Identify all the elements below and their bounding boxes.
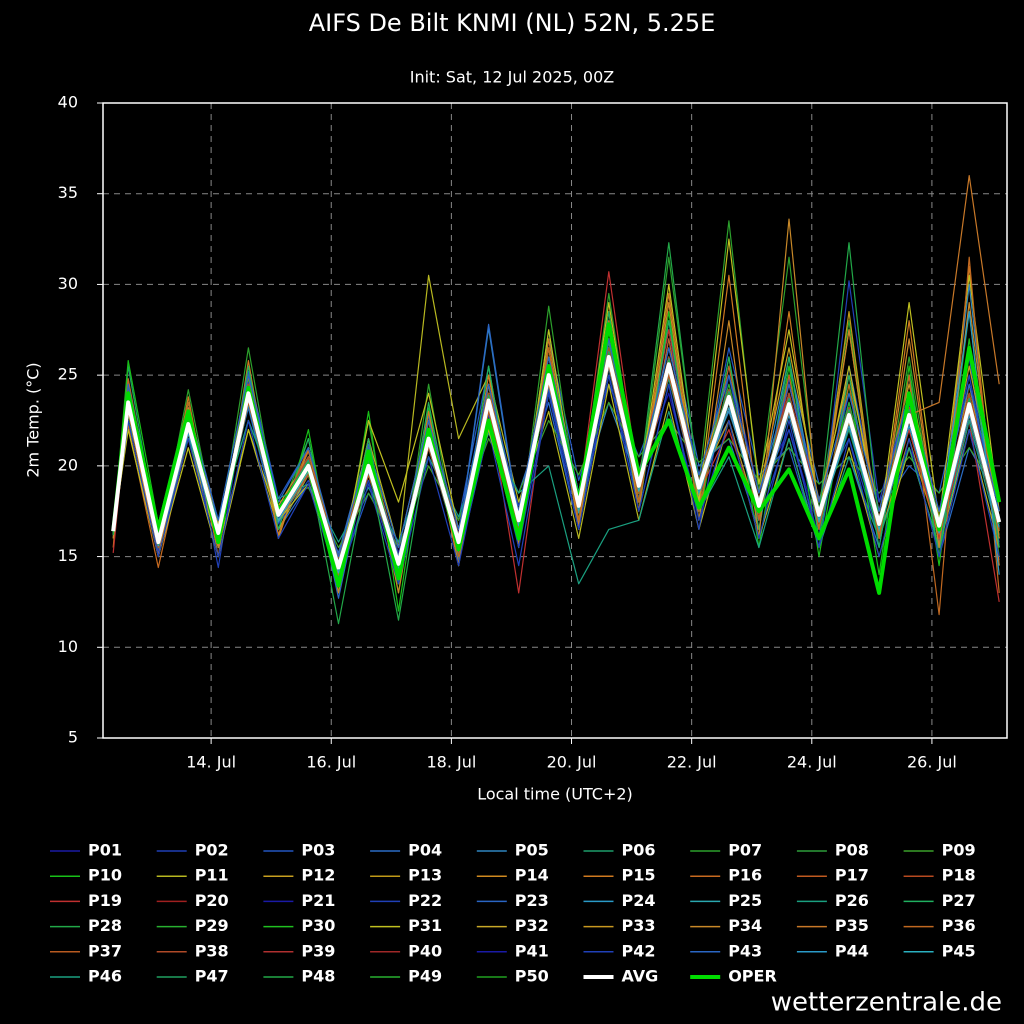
legend-label: P25 — [728, 891, 762, 910]
legend-label: P09 — [942, 841, 976, 860]
series-line — [112, 374, 1000, 585]
legend-label: P28 — [88, 916, 122, 935]
legend-label: P17 — [835, 866, 869, 885]
legend-label: P05 — [515, 841, 549, 860]
legend-label: P34 — [728, 916, 762, 935]
legend-label: P16 — [728, 866, 762, 885]
y-tick-label: 35 — [58, 183, 78, 202]
legend-label: P49 — [408, 967, 442, 986]
x-tick-label: 22. Jul — [667, 753, 717, 772]
legend-label: P33 — [622, 916, 656, 935]
chart-title: AIFS De Bilt KNMI (NL) 52N, 5.25E — [309, 9, 716, 37]
legend-label: P42 — [622, 941, 656, 960]
legend-label: P46 — [88, 967, 122, 986]
y-tick-label: 40 — [58, 93, 78, 112]
x-tick-label: 20. Jul — [547, 753, 597, 772]
legend-label: P13 — [408, 866, 442, 885]
legend-label: P04 — [408, 841, 442, 860]
legend-label: P36 — [942, 916, 976, 935]
x-tick-label: 24. Jul — [787, 753, 837, 772]
legend-label: P21 — [301, 891, 335, 910]
y-tick-label: 25 — [58, 365, 78, 384]
legend-label: AVG — [622, 967, 659, 986]
series-line — [112, 220, 1000, 594]
x-tick-label: 26. Jul — [907, 753, 957, 772]
legend-label: P39 — [301, 941, 335, 960]
legend-label: P06 — [622, 841, 656, 860]
legend-label: P35 — [835, 916, 869, 935]
y-tick-label: 5 — [68, 728, 78, 747]
series-line — [111, 322, 1002, 595]
legend-label: P03 — [301, 841, 335, 860]
y-tick-label: 10 — [58, 637, 78, 656]
legend-label: P01 — [88, 841, 122, 860]
series-line — [111, 355, 1002, 570]
x-tick-label: 16. Jul — [306, 753, 356, 772]
legend-label: P29 — [195, 916, 229, 935]
x-tick-label: 18. Jul — [426, 753, 476, 772]
legend-label: P18 — [942, 866, 976, 885]
y-axis-label: 2m Temp. (°C) — [24, 362, 43, 477]
legend-label: P15 — [622, 866, 656, 885]
legend-label: P02 — [195, 841, 229, 860]
y-tick-label: 20 — [58, 455, 78, 474]
legend-label: P12 — [301, 866, 335, 885]
legend-label: P41 — [515, 941, 549, 960]
legend-label: P26 — [835, 891, 869, 910]
legend-label: P07 — [728, 841, 762, 860]
legend-label: P45 — [942, 941, 976, 960]
legend-label: P43 — [728, 941, 762, 960]
x-axis-label: Local time (UTC+2) — [477, 785, 633, 804]
x-tick-label: 14. Jul — [186, 753, 236, 772]
legend-label: P30 — [301, 916, 335, 935]
series-line — [112, 338, 1000, 558]
legend-label: P08 — [835, 841, 869, 860]
legend-label: P24 — [622, 891, 656, 910]
chart-subtitle: Init: Sat, 12 Jul 2025, 00Z — [410, 68, 615, 87]
legend-label: P37 — [88, 941, 122, 960]
legend-label: P14 — [515, 866, 549, 885]
legend-label: P27 — [942, 891, 976, 910]
watermark: wetterzentrale.de — [771, 988, 1002, 1018]
legend-label: P23 — [515, 891, 549, 910]
legend-label: P22 — [408, 891, 442, 910]
legend-label: OPER — [728, 967, 777, 986]
legend-label: P11 — [195, 866, 229, 885]
legend-label: P50 — [515, 967, 549, 986]
legend-label: P40 — [408, 941, 442, 960]
legend-label: P48 — [301, 967, 335, 986]
y-tick-label: 15 — [58, 546, 78, 565]
legend-label: P19 — [88, 891, 122, 910]
legend-label: P38 — [195, 941, 229, 960]
legend-label: P10 — [88, 866, 122, 885]
y-tick-label: 30 — [58, 274, 78, 293]
legend-label: P47 — [195, 967, 229, 986]
series-line — [112, 238, 1000, 576]
plot-frame — [102, 102, 1008, 739]
legend-label: P20 — [195, 891, 229, 910]
legend-label: P31 — [408, 916, 442, 935]
legend-label: P44 — [835, 941, 869, 960]
legend-label: P32 — [515, 916, 549, 935]
